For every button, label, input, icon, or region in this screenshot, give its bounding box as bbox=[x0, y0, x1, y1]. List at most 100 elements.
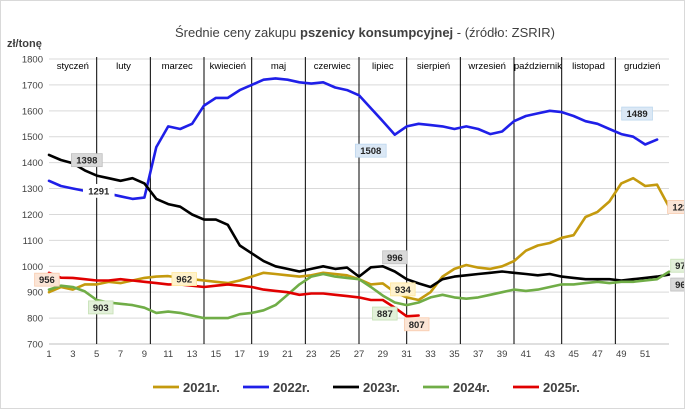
data-label-text: 807 bbox=[409, 320, 425, 331]
month-label: kwiecień bbox=[210, 61, 246, 72]
month-separators: styczeń luty marzec kwiecień maj czerwiec lipi… bbox=[57, 57, 660, 344]
x-tick-13: 13 bbox=[187, 349, 198, 360]
data-label-text: 968 bbox=[675, 280, 684, 291]
series-line-2023 bbox=[47, 153, 671, 289]
data-label-box bbox=[171, 272, 197, 287]
month-label: maj bbox=[271, 61, 286, 72]
y-tick-1400: 1400 bbox=[22, 158, 43, 169]
data-label-968: 968 bbox=[670, 277, 685, 292]
y-tick-1000: 1000 bbox=[22, 262, 43, 273]
month-label: styczeń bbox=[57, 61, 89, 72]
data-label-934: 934 bbox=[390, 282, 416, 297]
y-tick-700: 700 bbox=[27, 340, 43, 351]
data-label-text: 887 bbox=[377, 309, 393, 320]
legend-label: 2021r. bbox=[183, 380, 220, 395]
x-tick-31: 31 bbox=[401, 349, 412, 360]
y-tick-1100: 1100 bbox=[23, 236, 43, 247]
legend-item-2021: 2021r. bbox=[153, 380, 220, 395]
x-tick-37: 37 bbox=[473, 349, 484, 360]
x-tick-39: 39 bbox=[497, 349, 508, 360]
month-label: lipiec bbox=[372, 61, 394, 72]
x-tick-17: 17 bbox=[234, 349, 245, 360]
x-tick-15: 15 bbox=[211, 349, 222, 360]
y-axis-label: zł/tonę bbox=[7, 38, 42, 50]
data-label-box bbox=[372, 306, 398, 321]
y-tick-1500: 1500 bbox=[22, 132, 43, 143]
data-label-box bbox=[667, 200, 685, 214]
legend: 2021r. 2022r. 2023r. 2024r. 2025r. bbox=[153, 380, 580, 395]
x-tick-19: 19 bbox=[258, 349, 269, 360]
data-label-box bbox=[34, 272, 60, 287]
data-label-996: 996 bbox=[382, 250, 408, 265]
month-label: marzec bbox=[162, 61, 193, 72]
x-tick-7: 7 bbox=[118, 349, 123, 360]
data-label-956: 956 bbox=[34, 272, 60, 287]
legend-label: 2023r. bbox=[363, 380, 400, 395]
data-label-1229: 1229 bbox=[667, 200, 685, 214]
data-label-box bbox=[621, 106, 653, 121]
data-label-1508: 1508 bbox=[354, 143, 387, 158]
data-label-box bbox=[382, 250, 408, 265]
x-tick-9: 9 bbox=[142, 349, 147, 360]
data-label-text: 1489 bbox=[627, 109, 648, 120]
data-label-887: 887 bbox=[372, 306, 398, 321]
x-tick-5: 5 bbox=[94, 349, 99, 360]
data-label-1398: 1398 bbox=[71, 153, 103, 168]
data-label-box bbox=[354, 143, 387, 158]
legend-label: 2024r. bbox=[453, 380, 490, 395]
data-label-text: 1229 bbox=[672, 202, 684, 213]
chart-title-bold: pszenicy konsumpcyjnej bbox=[300, 25, 453, 40]
legend-item-2023: 2023r. bbox=[333, 380, 400, 395]
y-tick-800: 800 bbox=[27, 314, 43, 325]
month-label: październik bbox=[514, 61, 562, 72]
x-tick-29: 29 bbox=[378, 349, 389, 360]
data-label-text: 1291 bbox=[88, 186, 110, 197]
legend-item-2025: 2025r. bbox=[513, 380, 580, 395]
series-line-2025 bbox=[47, 271, 420, 318]
x-tick-41: 41 bbox=[521, 349, 532, 360]
legend-item-2022: 2022r. bbox=[243, 380, 310, 395]
data-label-box bbox=[88, 300, 114, 315]
data-label-text: 1508 bbox=[360, 146, 381, 157]
x-tick-23: 23 bbox=[306, 349, 317, 360]
series-line-2024 bbox=[47, 270, 671, 320]
chart-title-prefix: Średnie ceny zakupu bbox=[175, 25, 300, 40]
x-tick-33: 33 bbox=[425, 349, 436, 360]
data-label-1291: 1291 bbox=[82, 183, 115, 198]
x-tick-45: 45 bbox=[568, 349, 579, 360]
legend-label: 2025r. bbox=[543, 380, 580, 395]
legend-label: 2022r. bbox=[273, 380, 310, 395]
x-tick-35: 35 bbox=[449, 349, 460, 360]
x-tick-3: 3 bbox=[70, 349, 75, 360]
y-tick-1200: 1200 bbox=[22, 210, 43, 221]
data-labels: 1398 1291 1508 1489 1229 956 962 903 996 934 807 88… bbox=[34, 106, 685, 332]
data-label-962: 962 bbox=[171, 272, 197, 287]
y-tick-900: 900 bbox=[27, 288, 43, 299]
month-label: sierpień bbox=[417, 61, 450, 72]
x-tick-49: 49 bbox=[616, 349, 627, 360]
data-label-807: 807 bbox=[403, 317, 430, 332]
data-label-903: 903 bbox=[88, 300, 114, 315]
data-label-box bbox=[71, 153, 103, 168]
x-tick-51: 51 bbox=[640, 349, 651, 360]
data-label-text: 1398 bbox=[76, 156, 97, 167]
x-tick-27: 27 bbox=[354, 349, 365, 360]
x-tick-11: 11 bbox=[163, 349, 173, 360]
data-label-text: 934 bbox=[395, 285, 412, 296]
month-label: wrzesień bbox=[467, 61, 506, 72]
data-label-text: 962 bbox=[176, 275, 192, 286]
x-tick-25: 25 bbox=[330, 349, 341, 360]
data-label-box bbox=[82, 183, 115, 198]
x-tick-1: 1 bbox=[46, 349, 51, 360]
chart-title: Średnie ceny zakupu pszenicy konsumpcyjn… bbox=[175, 25, 555, 40]
y-tick-labels: 700 800 900 1000 1100 1200 1300 1400 1500 1600 170… bbox=[22, 55, 43, 351]
y-tick-1300: 1300 bbox=[22, 184, 43, 195]
legend-item-2024: 2024r. bbox=[423, 380, 490, 395]
x-tick-43: 43 bbox=[544, 349, 555, 360]
x-tick-labels: 1 3 5 7 9 11 13 15 17 19 21 23 25 27 29 31 33 35 37 39 41 43 4… bbox=[46, 349, 650, 360]
chart-title-suffix: - (źródło: ZSRIR) bbox=[453, 25, 555, 40]
series-lines bbox=[47, 77, 671, 320]
series-line-2022 bbox=[47, 77, 659, 201]
